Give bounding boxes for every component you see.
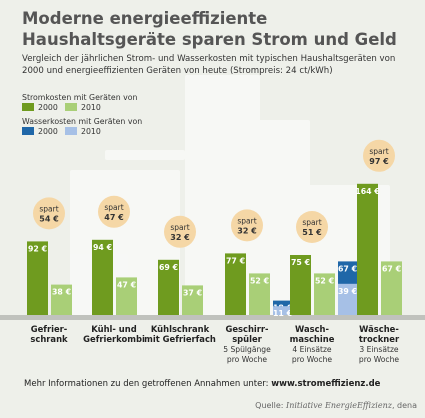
saving-circle-2: [164, 215, 196, 248]
bar-strom-2010-2: [182, 285, 203, 315]
bar-strom-2010-4-label: 52 €: [315, 276, 334, 285]
bar-strom-2000-4-label: 75 €: [291, 258, 310, 267]
bar-strom-2000-1: [92, 239, 113, 315]
appliance-note-4-0: 4 Einsätze: [292, 345, 332, 354]
appliance-name-2-1: mit Gefrierfach: [144, 334, 216, 344]
saving-prefix-1: spart: [104, 203, 123, 212]
saving-circle-5: [363, 139, 395, 172]
appliance-name-0-1: schrank: [30, 334, 68, 344]
saving-value-5: 97 €: [369, 157, 389, 166]
appliance-note-3-1: pro Woche: [227, 355, 268, 364]
footer-link[interactable]: www.stromeffizienz.de: [271, 379, 381, 389]
appliance-name-1-1: Gefrierkombi: [83, 334, 145, 344]
legend-label-strom-2000: 2000: [38, 103, 58, 112]
floor-line: [0, 315, 425, 320]
legend-label-wasser-2000: 2000: [38, 127, 58, 136]
source-suffix: , dena: [391, 401, 417, 410]
appliance-name-4-1: maschine: [290, 334, 335, 344]
bar-strom-2010-5-label: 67 €: [382, 264, 401, 273]
appliance-name-1-0: Kühl- und: [91, 324, 136, 334]
saving-prefix-3: spart: [237, 216, 256, 225]
bar-strom-2010-5: [381, 261, 402, 315]
footer-info: Mehr Informationen zu den getroffenen An…: [24, 379, 380, 389]
saving-value-4: 51 €: [302, 228, 322, 237]
saving-prefix-0: spart: [39, 204, 58, 213]
bar-wasser-2010-4-label: 39 €: [338, 287, 357, 296]
bar-strom-2000-3-label: 77 €: [226, 256, 245, 265]
legend-label-strom-2010: 2010: [81, 103, 101, 112]
page-subtitle: Vergleich der jährlichen Strom- und Wass…: [22, 54, 396, 76]
bar-wasser-2010-3: [273, 306, 292, 315]
bar-strom-2010-1: [116, 277, 137, 315]
bar-strom-2000-0-label: 92 €: [28, 244, 47, 253]
bar-strom-2010-0-label: 38 €: [52, 288, 71, 297]
source-note: Quelle: Initiative EnergieEffizienz, den…: [255, 401, 417, 410]
bar-strom-2000-5-label: 164 €: [355, 187, 379, 196]
bar-strom-2010-0: [51, 284, 72, 315]
appliance-name-3-1: spüler: [232, 334, 262, 344]
legend-swatch-strom-2000: [22, 103, 34, 111]
saving-prefix-2: spart: [170, 223, 189, 232]
silhouette-2: [185, 75, 260, 320]
bar-strom-2010-3-label: 52 €: [250, 276, 269, 285]
bar-wasser-2000-4-label: 67 €: [338, 264, 357, 273]
saving-circle-0: [33, 197, 65, 230]
bar-strom-2000-2: [158, 259, 179, 315]
appliance-name-2-0: Kühlschrank: [151, 324, 210, 334]
appliance-name-4-0: Wasch-: [295, 324, 330, 334]
saving-circle-1: [98, 195, 130, 228]
appliance-name-5-1: trockner: [359, 334, 400, 344]
bar-wasser-2010-3-label: 11 €: [273, 309, 292, 318]
saving-circle-3: [231, 209, 263, 242]
bar-strom-2010-1-label: 47 €: [117, 280, 136, 289]
saving-value-2: 32 €: [170, 233, 190, 242]
bar-strom-2010-2-label: 37 €: [183, 288, 202, 297]
saving-value-3: 32 €: [237, 226, 257, 235]
saving-value-0: 54 €: [39, 214, 59, 223]
legend-swatch-wasser-2010: [65, 127, 77, 135]
appliance-note-5-1: pro Woche: [359, 355, 400, 364]
legend-strom-title: Stromkosten mit Geräten von: [22, 93, 138, 102]
legend-wasser-title: Wasserkosten mit Geräten von: [22, 117, 142, 126]
legend-swatch-wasser-2000: [22, 127, 34, 135]
saving-prefix-5: spart: [369, 147, 388, 156]
saving-circle-4: [296, 211, 328, 243]
appliance-name-5-0: Wäsche-: [359, 324, 399, 334]
appliance-note-4-1: pro Woche: [292, 355, 333, 364]
bar-strom-2000-5: [357, 183, 378, 315]
appliance-name-0-0: Gefrier-: [31, 324, 68, 334]
bar-strom-2000-1-label: 94 €: [93, 243, 112, 252]
bar-strom-2000-2-label: 69 €: [159, 263, 178, 272]
bar-strom-2000-0: [27, 241, 48, 315]
saving-value-1: 47 €: [104, 213, 124, 222]
source-prefix: Quelle:: [255, 401, 284, 410]
bar-strom-2010-3: [249, 273, 270, 315]
bar-strom-2000-3: [225, 253, 246, 315]
bar-wasser-2010-4: [338, 283, 357, 315]
page-title: Moderne energieeffiziente Haushaltsgerät…: [22, 9, 397, 49]
silhouette-1: [105, 150, 185, 160]
appliance-note-5-0: 3 Einsätze: [359, 345, 399, 354]
appliance-note-3-0: 5 Spülgänge: [223, 345, 271, 354]
legend-swatch-strom-2010: [65, 103, 77, 111]
legend-label-wasser-2010: 2010: [81, 127, 101, 136]
saving-prefix-4: spart: [302, 218, 321, 227]
bar-strom-2010-4: [314, 273, 335, 315]
source-name: Initiative EnergieEffizienz: [286, 401, 392, 410]
appliance-name-3-0: Geschirr-: [225, 324, 269, 334]
bar-strom-2000-4: [290, 255, 311, 315]
footer-info-text: Mehr Informationen zu den getroffenen An…: [24, 379, 269, 389]
